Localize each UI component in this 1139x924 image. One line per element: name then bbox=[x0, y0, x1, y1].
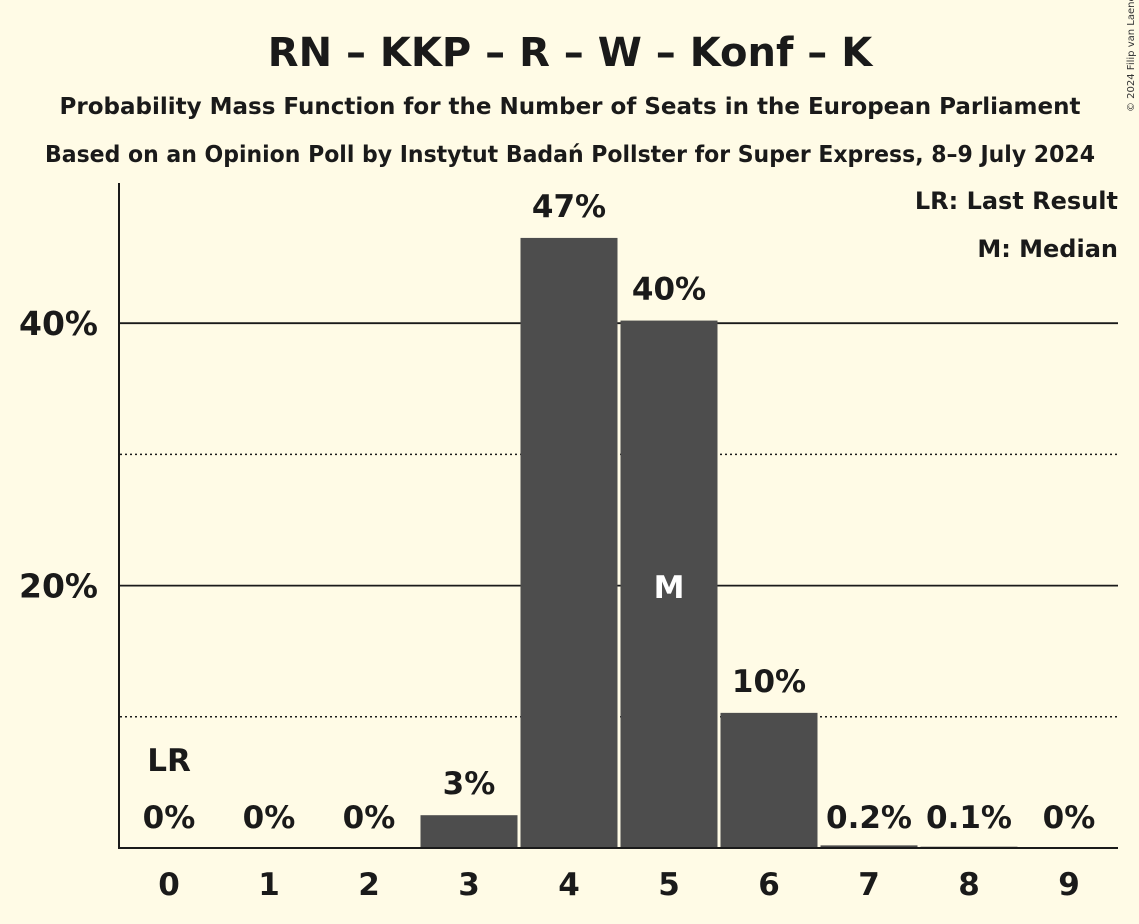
data-label: 0.2% bbox=[826, 800, 912, 836]
bars bbox=[420, 237, 1018, 849]
x-tick-label: 4 bbox=[558, 867, 580, 903]
data-label: 0% bbox=[343, 800, 396, 836]
bar-3 bbox=[420, 815, 518, 848]
x-tick-label: 3 bbox=[458, 867, 480, 903]
data-label: 10% bbox=[732, 664, 806, 700]
bar-top-gap-3 bbox=[418, 811, 520, 816]
median-marker: M bbox=[654, 570, 685, 606]
data-label: 0% bbox=[243, 800, 296, 836]
bar-top-gap-6 bbox=[718, 708, 820, 713]
bar-6 bbox=[720, 712, 818, 848]
data-label: 3% bbox=[443, 766, 496, 802]
bar-top-gap-7 bbox=[818, 841, 920, 846]
y-tick-label: 40% bbox=[19, 304, 98, 343]
bar-top-gap-4 bbox=[518, 233, 620, 238]
data-label: 40% bbox=[632, 272, 706, 308]
legend-last-result: LR: Last Result bbox=[915, 187, 1118, 215]
gridlines bbox=[120, 233, 1118, 847]
x-tick-label: 2 bbox=[358, 867, 380, 903]
data-label: 0% bbox=[143, 800, 196, 836]
x-tick-label: 7 bbox=[858, 867, 880, 903]
chart-title: RN – KKP – R – W – Konf – K bbox=[268, 30, 874, 76]
x-tick-label: 6 bbox=[758, 867, 780, 903]
chart-subtitle-1: Probability Mass Function for the Number… bbox=[60, 94, 1081, 120]
y-tick-label: 20% bbox=[19, 567, 98, 606]
axes bbox=[118, 183, 1118, 849]
x-tick-label: 9 bbox=[1058, 867, 1080, 903]
data-label: 0.1% bbox=[926, 800, 1012, 836]
data-label: 0% bbox=[1043, 800, 1096, 836]
data-label: 47% bbox=[532, 189, 606, 225]
legend-median: M: Median bbox=[977, 235, 1118, 263]
bar-7 bbox=[820, 845, 918, 848]
labels: 20%40%00%10%20%33%447%540%610%70.2%80.1%… bbox=[19, 189, 1095, 903]
x-tick-label: 1 bbox=[258, 867, 280, 903]
bar-top-gap-8 bbox=[918, 842, 1020, 847]
last-result-marker: LR bbox=[147, 743, 191, 779]
copyright-notice: © 2024 Filip van Laenen bbox=[1126, 0, 1137, 112]
bar-5 bbox=[620, 320, 718, 848]
bar-4 bbox=[520, 237, 618, 849]
x-tick-label: 8 bbox=[958, 867, 980, 903]
chart-subtitle-2: Based on an Opinion Poll by Instytut Bad… bbox=[45, 142, 1095, 168]
x-tick-label: 0 bbox=[158, 867, 180, 903]
x-tick-label: 5 bbox=[658, 867, 680, 903]
bar-top-gap-5 bbox=[618, 316, 720, 321]
